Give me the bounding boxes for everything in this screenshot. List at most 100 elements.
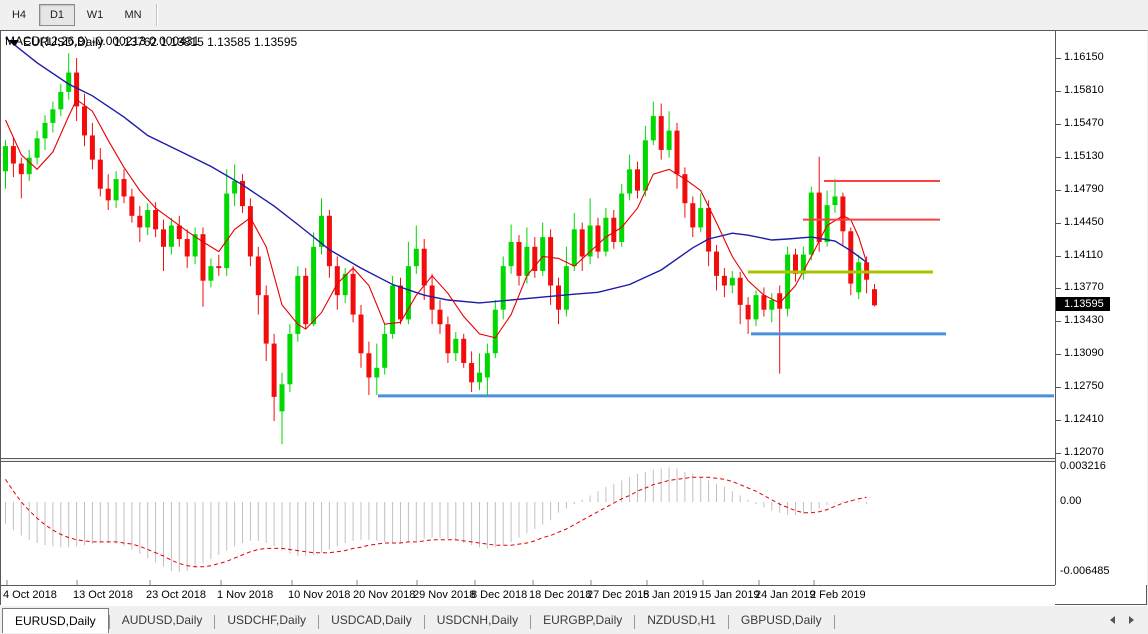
- price-axis-tick: 1.12070: [1056, 446, 1104, 458]
- price-chart-pane[interactable]: [1, 31, 1055, 458]
- date-axis-label: 5 Jan 2019: [643, 589, 698, 601]
- candle: [777, 285, 783, 374]
- date-axis-label: 24 Jan 2019: [755, 589, 816, 601]
- candle: [168, 217, 174, 255]
- candle: [635, 161, 640, 199]
- candle: [89, 122, 95, 170]
- candle: [753, 290, 759, 327]
- candle: [556, 277, 561, 325]
- symbol-tab-usdcnh[interactable]: USDCNH,Daily: [436, 613, 519, 627]
- candle: [761, 287, 767, 317]
- candle: [524, 227, 530, 284]
- tab-separator: [318, 615, 320, 629]
- candle: [666, 111, 672, 158]
- timeframe-button-mn[interactable]: MN: [124, 9, 142, 21]
- candle: [82, 93, 87, 147]
- chart-window: EURUSD,Daily 1.13762 1.13815 1.13585 1.13…: [0, 30, 1147, 605]
- tab-separator: [727, 615, 729, 629]
- symbol-tab-eurgbp[interactable]: EURGBP,Daily: [543, 613, 623, 627]
- symbol-tab-gbpusd[interactable]: GBPUSD,Daily: [740, 613, 822, 627]
- tab-separator: [423, 615, 425, 629]
- tab-separator: [214, 615, 216, 629]
- candle: [721, 268, 727, 298]
- date-axis-label: 8 Dec 2018: [471, 589, 528, 601]
- scroll-left-icon[interactable]: [1110, 616, 1115, 624]
- candle: [745, 297, 751, 334]
- price-axis[interactable]: 1.16150 1.15810 1.15470 1.15130 1.14790 1.144…: [1055, 31, 1147, 585]
- symbol-tab-usdcad[interactable]: USDCAD,Daily: [331, 613, 412, 627]
- candle: [856, 254, 862, 300]
- date-axis-label: 1 Nov 2018: [217, 589, 274, 601]
- price-axis-tick: 1.15130: [1056, 149, 1104, 162]
- symbol-tab-eurusd[interactable]: EURUSD,Daily: [2, 608, 109, 633]
- candle: [18, 157, 24, 199]
- price-axis-tick: 1.14450: [1056, 215, 1104, 228]
- candle: [26, 149, 32, 181]
- candle: [263, 285, 269, 362]
- candle: [642, 125, 648, 197]
- candle: [769, 293, 775, 323]
- candle: [832, 179, 838, 213]
- candle: [698, 193, 704, 233]
- date-axis-label: 15 Jan 2019: [699, 589, 760, 601]
- candle: [129, 188, 135, 223]
- candle: [74, 58, 80, 121]
- price-axis-tick: 1.12750: [1056, 380, 1104, 393]
- timeframe-button-w1[interactable]: W1: [86, 9, 104, 21]
- candle: [97, 148, 103, 197]
- candle: [800, 246, 806, 280]
- candle: [603, 208, 609, 257]
- price-axis-tick: 1.16150: [1056, 51, 1104, 63]
- price-axis-tick: 1.14110: [1056, 248, 1103, 261]
- current-price-badge: 1.13595: [1056, 297, 1110, 312]
- candle: [319, 198, 324, 255]
- candle: [706, 200, 712, 267]
- scroll-right-icon[interactable]: [1129, 616, 1134, 624]
- candle: [366, 341, 372, 395]
- candle: [398, 277, 403, 325]
- candle: [437, 300, 443, 334]
- candle: [714, 244, 719, 291]
- candle: [532, 237, 538, 278]
- candle: [10, 137, 16, 178]
- candle: [42, 115, 48, 150]
- candle: [595, 217, 601, 259]
- candle: [793, 248, 798, 282]
- candle: [627, 154, 633, 201]
- date-axis-label: 2 Feb 2019: [810, 589, 866, 601]
- candle: [200, 227, 206, 307]
- candle: [808, 186, 814, 261]
- macd-indicator-pane[interactable]: [1, 462, 1055, 585]
- date-axis[interactable]: 4 Oct 2018 13 Oct 2018 23 Oct 2018 1 Nov 20…: [1, 585, 1055, 605]
- candle: [121, 169, 127, 204]
- candle: [326, 209, 332, 278]
- candle: [216, 254, 222, 276]
- candle: [255, 246, 261, 315]
- candle: [571, 212, 577, 271]
- candle: [287, 324, 293, 393]
- candle: [690, 196, 696, 238]
- pane-splitter[interactable]: [1, 458, 1055, 462]
- candle: [619, 183, 625, 247]
- symbol-tab-audusd[interactable]: AUDUSD,Daily: [121, 613, 203, 627]
- candle: [453, 331, 459, 362]
- candle: [66, 53, 72, 100]
- toolbar-separator: [156, 4, 158, 26]
- symbol-tab-nzdusd[interactable]: NZDUSD,H1: [647, 613, 716, 627]
- candle: [390, 275, 396, 339]
- candle: [279, 372, 285, 445]
- timeframe-button-d1[interactable]: D1: [39, 4, 75, 26]
- candle: [295, 266, 301, 342]
- candle: [587, 198, 593, 265]
- candle: [461, 333, 467, 368]
- candle: [342, 268, 348, 303]
- chart-ohlc-values: 1.13762 1.13815 1.13585 1.13595: [113, 35, 298, 49]
- candle: [113, 171, 119, 209]
- symbol-tab-usdchf[interactable]: USDCHF,Daily: [227, 613, 307, 627]
- price-axis-tick: 1.13430: [1056, 314, 1104, 327]
- chart-dropdown-arrow-icon[interactable]: [9, 40, 19, 46]
- timeframe-button-h4[interactable]: H4: [11, 9, 27, 21]
- macd-axis-tick: 0.003216: [1060, 460, 1106, 473]
- candle: [508, 224, 514, 274]
- symbol-tab-bar: EURUSD,Daily AUDUSD,Daily USDCHF,Daily USDC…: [0, 605, 1148, 634]
